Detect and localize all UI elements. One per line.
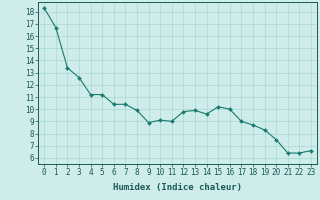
X-axis label: Humidex (Indice chaleur): Humidex (Indice chaleur) <box>113 183 242 192</box>
